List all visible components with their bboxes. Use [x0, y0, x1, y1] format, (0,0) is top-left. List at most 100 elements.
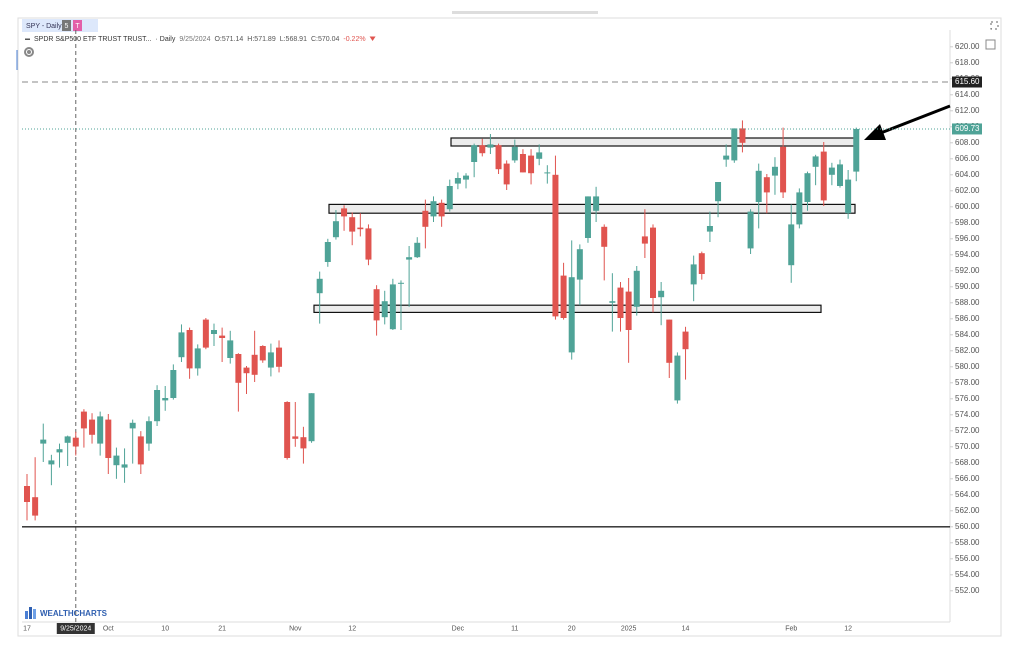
candle-body [853, 128, 860, 172]
candle-body [584, 196, 591, 238]
candle-body [706, 226, 713, 232]
candle-body [235, 354, 242, 383]
candle-body [788, 224, 795, 266]
y-tick-label: 558.00 [955, 538, 980, 547]
y-tick-label: 608.00 [955, 138, 980, 147]
candle-body [796, 192, 803, 225]
badge [73, 20, 82, 31]
candle-body [837, 164, 843, 186]
tab-title: SPY - Daily [26, 23, 62, 30]
candle-body [170, 370, 177, 398]
y-tick-label: 574.00 [955, 410, 980, 419]
x-tick-label: Oct [103, 625, 114, 632]
candle-body [259, 346, 266, 361]
candle-body [48, 460, 55, 465]
candle-body [210, 330, 217, 334]
candle-body [40, 439, 47, 444]
candle-body [763, 177, 770, 193]
last-price-label: 609.73 [955, 124, 980, 133]
zone [450, 137, 857, 147]
x-tick-label: 2025 [621, 625, 637, 632]
candle-body [454, 178, 461, 184]
candle-body [820, 151, 827, 201]
drag-handle[interactable] [452, 11, 598, 14]
price-line-label-bg [952, 76, 982, 88]
candle-body [32, 497, 39, 516]
candle-body [479, 145, 486, 154]
y-tick-label: 566.00 [955, 474, 980, 483]
candle-body [568, 277, 575, 353]
zone [328, 203, 856, 214]
candle-body [162, 398, 169, 401]
candle-body [536, 152, 543, 159]
candle-body [414, 242, 421, 258]
y-tick-label: 578.00 [955, 378, 980, 387]
legend-text: H:571.89 [247, 36, 276, 43]
candle-body [438, 202, 445, 217]
settings-icon[interactable] [24, 47, 34, 57]
y-tick-label: 582.00 [955, 346, 980, 355]
candle-body [56, 449, 63, 453]
candle-body [528, 155, 535, 174]
candle-body [186, 330, 193, 369]
candle-body [609, 301, 616, 303]
candle-body [219, 335, 226, 338]
candle-body [406, 257, 413, 260]
candle-body [690, 264, 697, 285]
candle-body [308, 393, 315, 442]
legend-name: SPDR S&P500 ETF TRUST TRUST... [34, 36, 152, 43]
candle-body [137, 436, 144, 465]
y-tick-label: 560.00 [955, 522, 980, 531]
candle-body [804, 173, 811, 202]
candle-body [276, 347, 283, 367]
y-tick-label: 598.00 [955, 218, 980, 227]
candle-body [24, 486, 30, 502]
candle-body [625, 291, 632, 330]
candle-body [72, 437, 79, 447]
candle-body [511, 146, 518, 161]
x-tick-label: Dec [452, 625, 465, 632]
candle-body [544, 172, 551, 174]
y-tick-label: 606.00 [955, 154, 980, 163]
candle-body [495, 145, 502, 170]
candle-body [633, 270, 640, 307]
candle-body [105, 419, 112, 458]
panel-icon[interactable] [985, 39, 996, 50]
candle-body [682, 331, 689, 350]
expand-icon[interactable] [990, 21, 999, 30]
candle-body [755, 170, 762, 202]
candle-body [202, 319, 209, 348]
y-tick-label: 564.00 [955, 490, 980, 499]
candle-body [178, 332, 185, 358]
y-tick-label: 584.00 [955, 330, 980, 339]
watermark: WEALTHCHARTS [40, 609, 108, 618]
candle-body [519, 154, 526, 173]
y-tick-label: 604.00 [955, 170, 980, 179]
crosshair-date-bg [56, 623, 95, 634]
y-tick-label: 602.00 [955, 186, 980, 195]
candle-body [731, 128, 738, 161]
candle-body [780, 146, 787, 193]
candle-body [365, 228, 372, 260]
candle-body [845, 179, 852, 214]
candle-body [658, 290, 665, 298]
y-tick-label: 612.00 [955, 106, 980, 115]
price-line-label: 615.60 [955, 77, 980, 86]
x-tick-label: 12 [844, 625, 852, 632]
y-tick-label: 594.00 [955, 250, 980, 259]
candle-body [80, 411, 87, 429]
candle-body [332, 221, 339, 238]
candle-body [145, 421, 152, 444]
candle-body [300, 437, 307, 449]
y-tick-label: 620.00 [955, 42, 980, 51]
candle-body [446, 186, 453, 210]
candle-body [430, 201, 437, 217]
y-tick-label: 614.00 [955, 90, 980, 99]
y-tick-label: 596.00 [955, 234, 980, 243]
candle-body [723, 155, 730, 160]
candle-body [113, 455, 120, 466]
legend-text: C:570.04 [311, 36, 340, 43]
badge [62, 20, 71, 31]
y-tick-label: 576.00 [955, 394, 980, 403]
candle-body [747, 211, 754, 249]
